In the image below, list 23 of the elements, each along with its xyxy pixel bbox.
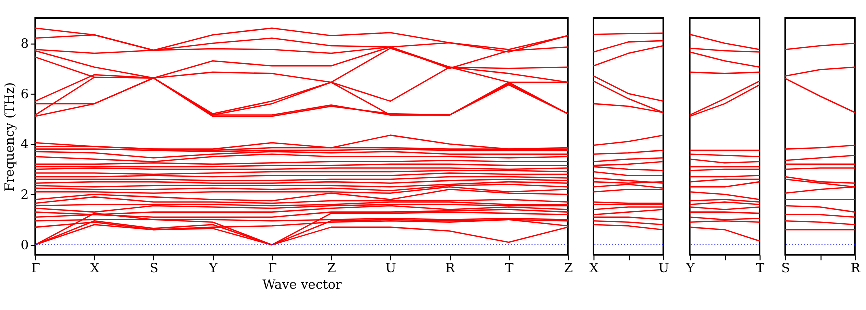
y-axis-title: Frequency (THz) <box>2 82 18 192</box>
y-tick-label: 0 <box>20 238 29 254</box>
y-tick-label: 2 <box>20 188 29 204</box>
x-tick-label: Y <box>685 261 696 276</box>
x-tick-label: Z <box>327 261 336 276</box>
y-tick-label: 4 <box>20 138 29 153</box>
x-tick-label: X <box>590 261 600 276</box>
x-tick-label: U <box>386 261 397 276</box>
x-tick-label: S <box>150 261 159 276</box>
x-tick-label: R <box>445 261 456 276</box>
x-tick-label: R <box>850 261 861 276</box>
x-axis-title: Wave vector <box>262 278 343 294</box>
x-tick-label: T <box>756 261 766 276</box>
y-tick-label: 6 <box>20 87 29 102</box>
x-tick-label: S <box>782 261 790 276</box>
x-tick-label: X <box>90 261 101 276</box>
x-tick-label: Γ <box>268 261 278 276</box>
x-tick-label: U <box>658 261 670 276</box>
x-tick-label: Y <box>208 261 218 276</box>
x-tick-label: T <box>505 261 514 276</box>
x-tick-label: Z <box>564 261 574 276</box>
x-tick-label: Γ <box>31 261 40 276</box>
y-tick-label: 8 <box>20 36 29 52</box>
